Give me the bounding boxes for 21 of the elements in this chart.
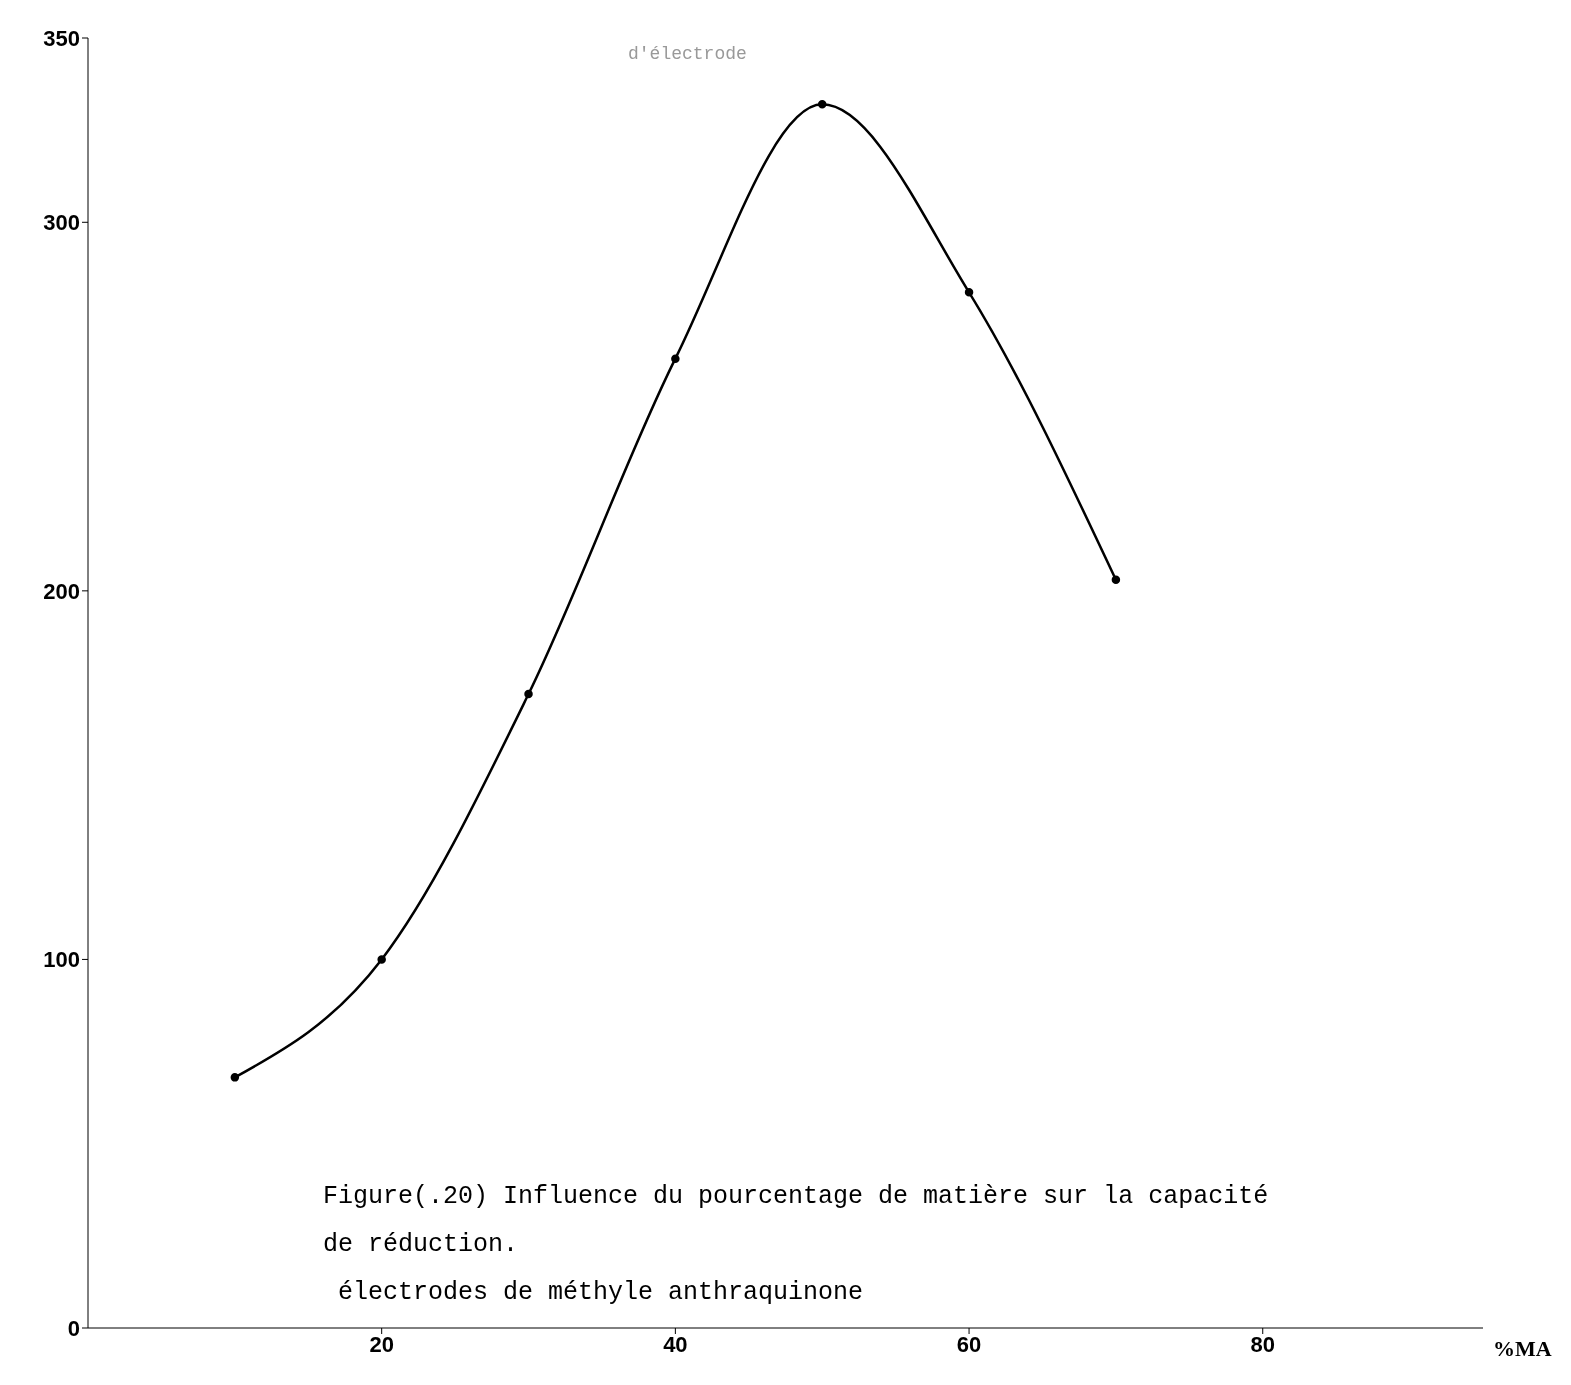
x-tick-label: 60 <box>956 1331 982 1357</box>
annotation: Figure(.20) Influence du pourcentage de matière sur la capacité <box>323 1181 1269 1213</box>
point <box>1111 575 1121 585</box>
y-tick-label: 100 <box>43 947 80 973</box>
point <box>671 354 680 363</box>
point <box>230 1073 240 1082</box>
point <box>817 100 827 109</box>
x-axis-title: %MA <box>1493 1335 1552 1361</box>
x-tick-label: 80 <box>1250 1331 1275 1357</box>
annotation: électrodes de méthyle anthraquinone <box>337 1277 865 1309</box>
point <box>964 288 974 297</box>
x-tick-label: 20 <box>369 1331 394 1357</box>
y-tick-label: 350 <box>43 25 80 51</box>
point <box>377 955 386 964</box>
annotation: d'électrode <box>628 44 747 64</box>
point <box>524 689 533 699</box>
annotation: de réduction. <box>323 1229 520 1261</box>
y-tick-label: 0 <box>67 1315 80 1341</box>
y-tick-label: 300 <box>43 210 80 236</box>
x-tick-label: 40 <box>663 1331 688 1357</box>
y-tick-label: 200 <box>43 578 80 604</box>
